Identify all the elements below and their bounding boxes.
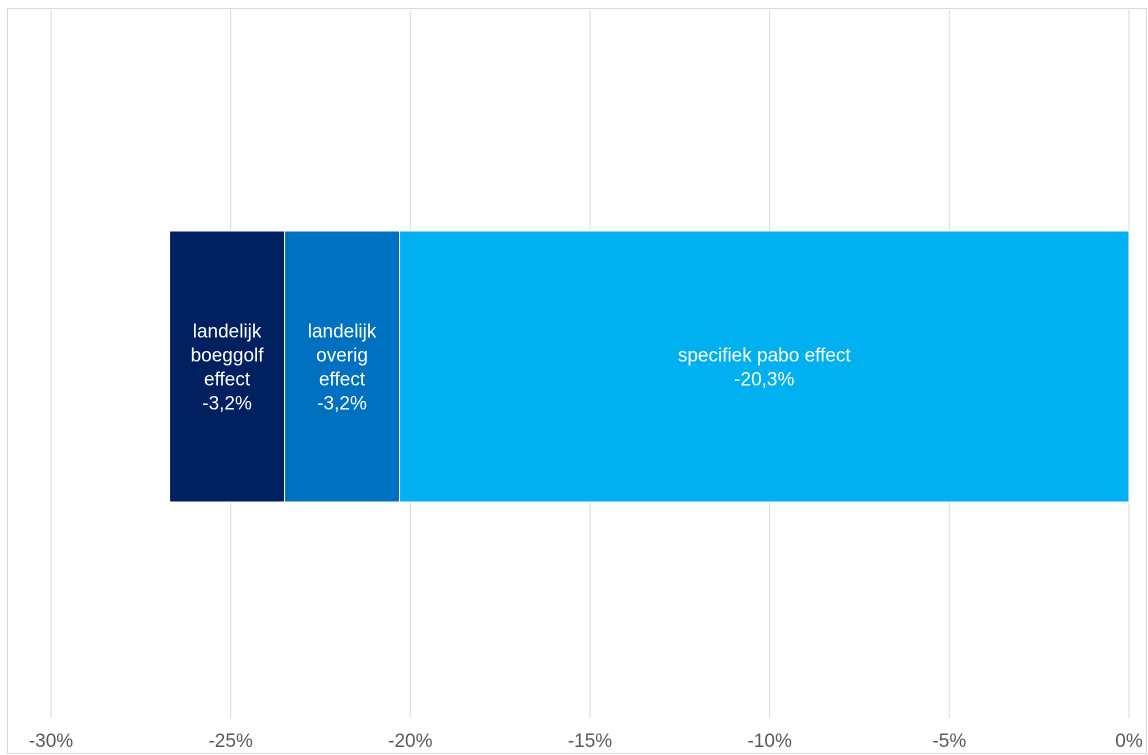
x-tick-label: -10% [747, 731, 791, 752]
segment-label-line: boeggolf [191, 346, 265, 367]
segment-label-line: -3,2% [202, 394, 252, 415]
bar-segment [169, 230, 286, 503]
segment-label-line: effect [204, 370, 251, 391]
data-labels: landelijk boeggolf effect -3,2% landelijk ove… [191, 322, 852, 415]
x-tick-label: -5% [932, 731, 966, 752]
segment-label-line: -20,3% [734, 370, 794, 391]
segment-label-line: effect [319, 370, 366, 391]
segment-label-line: landelijk [308, 322, 377, 343]
bar-segment [284, 230, 401, 503]
bar-segment [399, 230, 1130, 503]
bar-segments [169, 230, 1130, 503]
segment-data-label: landelijk boeggolf effect -3,2% [191, 322, 265, 415]
segment-label-line: overig [316, 346, 368, 367]
x-tick-label: 0% [1115, 731, 1143, 752]
segment-label-line: -3,2% [317, 394, 367, 415]
x-tick-label: -20% [388, 731, 432, 752]
x-tick-label: -15% [568, 731, 612, 752]
x-tick-label: -25% [208, 731, 252, 752]
x-axis-tick-labels: -30% -25% -20% -15% -10% -5% 0% [29, 731, 1143, 752]
segment-data-label: landelijk overig effect -3,2% [308, 322, 377, 415]
x-tick-label: -30% [29, 731, 73, 752]
segment-data-label: specifiek pabo effect -20,3% [678, 346, 852, 391]
segment-label-line: landelijk [193, 322, 262, 343]
segment-label-line: specifiek pabo effect [678, 346, 852, 367]
